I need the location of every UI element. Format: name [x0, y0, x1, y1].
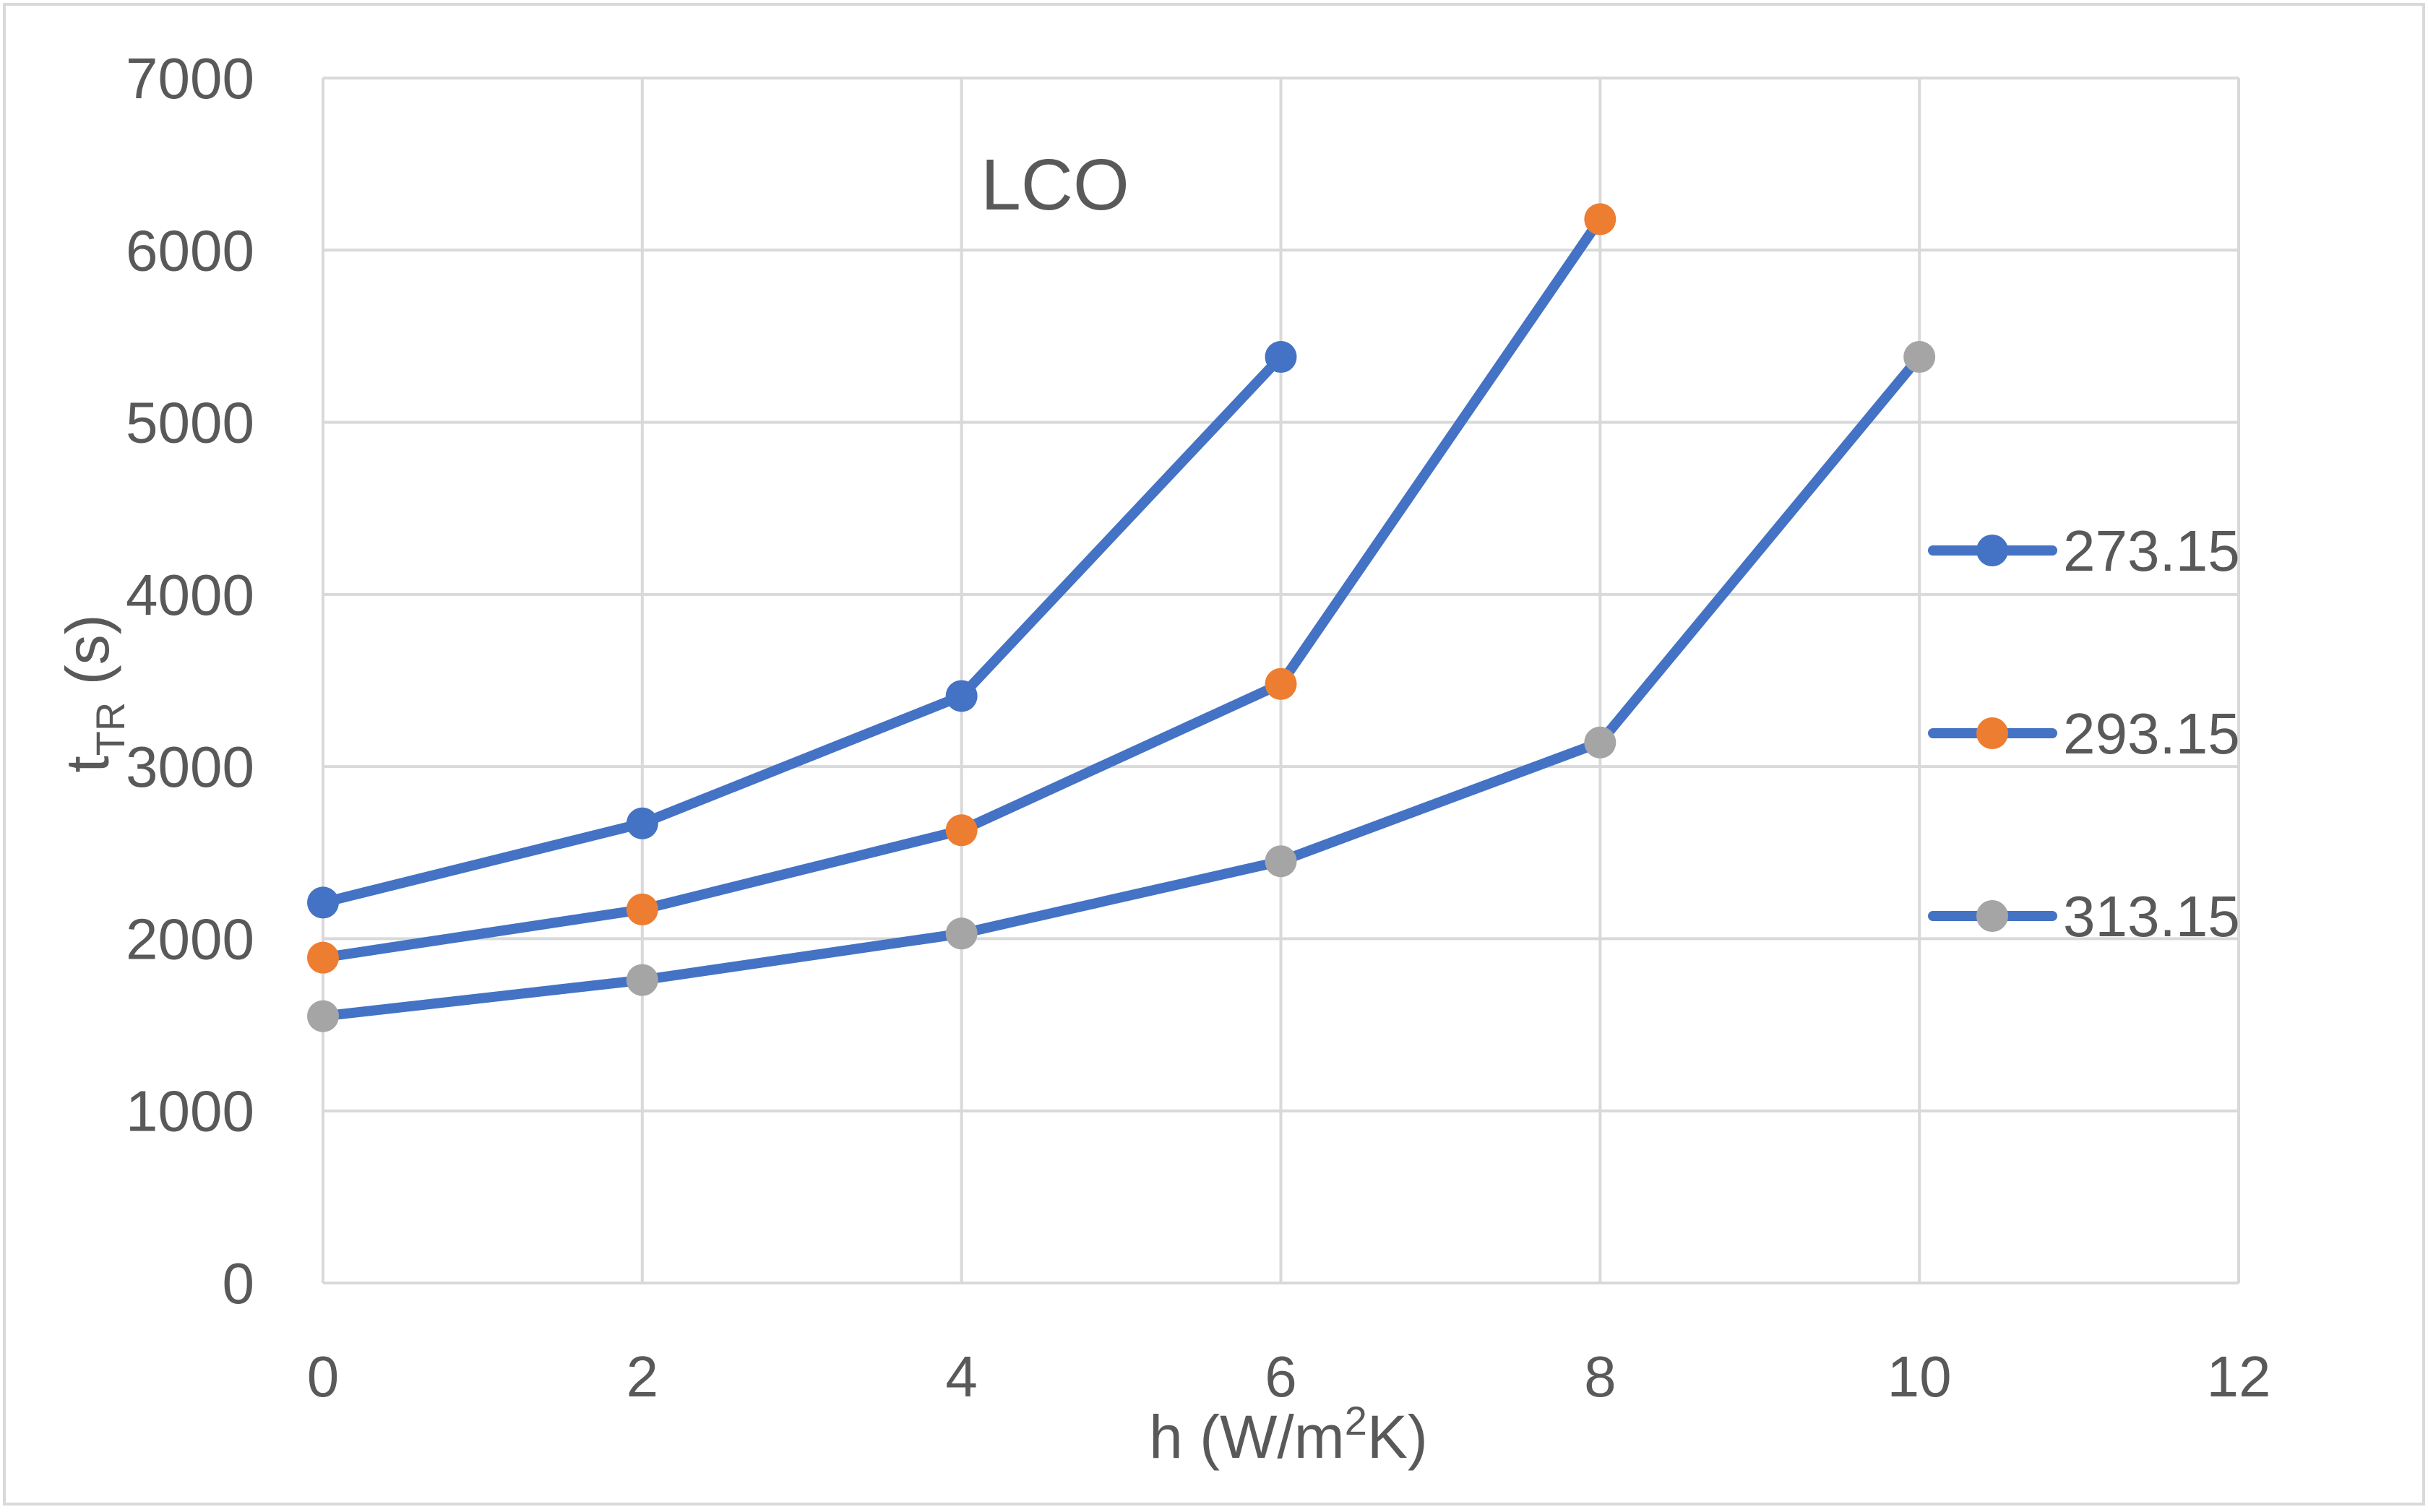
data-point: [307, 941, 339, 974]
y-tick-label: 7000: [126, 46, 254, 111]
y-tick-label: 6000: [126, 218, 254, 282]
axes: 0 1000 2000 3000 4000 5000 6000 7000 0 2 4 6 8 10 12: [126, 46, 2270, 1409]
legend-label: 273.15: [2063, 519, 2240, 583]
data-point: [1265, 668, 1297, 700]
legend: 273.15 293.15 313.15: [1928, 519, 2240, 949]
x-tick-label: 4: [945, 1344, 978, 1409]
legend-item: 273.15: [1928, 519, 2240, 583]
legend-item: 293.15: [1928, 701, 2240, 766]
series-313.15: [307, 341, 1936, 1032]
y-tick-label: 4000: [126, 563, 254, 627]
x-tick-label: 8: [1584, 1344, 1616, 1409]
gridlines: [322, 77, 2240, 1284]
legend-item: 313.15: [1928, 884, 2240, 949]
y-tick-label: 0: [223, 1251, 255, 1316]
x-tick-label: 0: [307, 1344, 340, 1409]
series-293.15: [307, 203, 1616, 974]
y-axis-label: tTR (s): [53, 614, 133, 772]
legend-marker: [1976, 717, 2008, 749]
legend-label: 313.15: [2063, 884, 2240, 949]
y-tick-label: 2000: [126, 907, 254, 971]
data-point: [945, 680, 978, 712]
x-axis-label-sup: 2: [1345, 1398, 1367, 1443]
data-point: [945, 814, 978, 847]
series-group: [307, 203, 1936, 1032]
y-tick-label: 1000: [126, 1079, 254, 1144]
y-axis-label-sub: TR: [87, 702, 133, 756]
y-axis-label-main: t: [53, 756, 121, 772]
x-tick-label: 10: [1887, 1344, 1952, 1409]
chart-title: LCO: [981, 144, 1129, 225]
data-point: [626, 807, 658, 839]
x-axis-label-main: h (W/m: [1149, 1403, 1345, 1471]
data-point: [1265, 845, 1297, 878]
series-273.15: [307, 341, 1297, 919]
data-point: [626, 964, 658, 996]
data-point: [1584, 203, 1616, 236]
data-point: [307, 886, 339, 919]
data-point: [626, 893, 658, 925]
data-point: [1584, 726, 1616, 759]
y-tick-label: 5000: [126, 391, 254, 455]
legend-marker: [1976, 900, 2008, 932]
data-point: [1265, 341, 1297, 373]
data-point: [945, 917, 978, 950]
series-line: [318, 352, 1286, 908]
data-point: [307, 1000, 339, 1032]
legend-marker: [1976, 535, 2008, 566]
x-tick-label: 2: [627, 1344, 659, 1409]
x-axis-label-tail: K): [1367, 1403, 1428, 1471]
legend-label: 293.15: [2063, 701, 2240, 766]
y-tick-label: 3000: [126, 735, 254, 799]
chart-border: [3, 3, 2425, 1505]
y-axis-label-tail: (s): [53, 614, 121, 701]
x-tick-label: 12: [2207, 1344, 2271, 1409]
x-tick-label: 6: [1265, 1344, 1297, 1409]
x-axis-label: h (W/m2K): [1149, 1398, 1428, 1471]
data-point: [1903, 341, 1936, 373]
series-line: [318, 352, 1925, 1021]
